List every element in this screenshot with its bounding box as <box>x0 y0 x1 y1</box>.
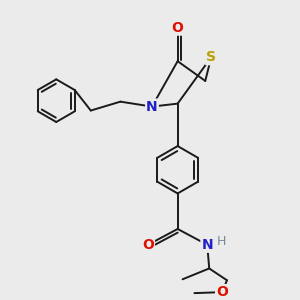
Text: O: O <box>142 238 154 252</box>
Text: O: O <box>172 21 184 34</box>
Text: O: O <box>216 285 228 299</box>
Text: N: N <box>201 238 213 252</box>
Text: S: S <box>206 50 216 64</box>
Text: N: N <box>146 100 158 114</box>
Text: H: H <box>217 235 226 248</box>
